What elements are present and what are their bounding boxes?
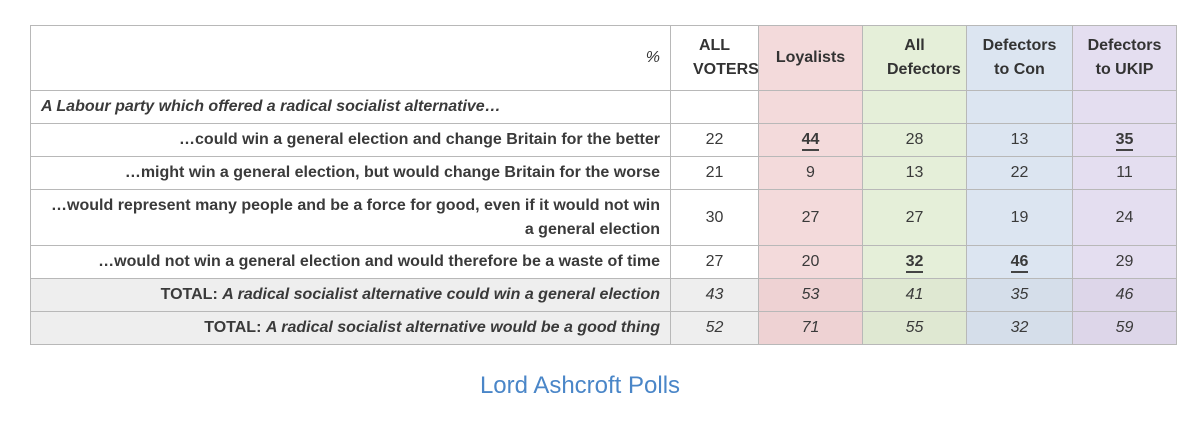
column-header-all-voters: ALL VOTERS [670,25,759,91]
cell-value: 32 [905,253,924,273]
total-text: A radical socialist alternative could wi… [222,286,660,303]
total-cell: 35 [966,278,1073,312]
cell-value: 13 [1010,131,1029,148]
cell-value: 29 [1115,253,1134,270]
cell-value: 71 [801,319,820,336]
data-cell: 22 [670,123,759,157]
cell-value: 35 [1115,131,1134,151]
data-cell: 13 [862,156,967,190]
source-credit: Lord Ashcroft Polls [479,372,681,399]
poll-table: % ALL VOTERS Loyalists All Defectors Def… [30,25,1177,345]
cell-value: 24 [1115,208,1134,226]
total-prefix: TOTAL: [204,319,262,336]
row-label: …would not win a general election and wo… [30,245,671,279]
intro-label: A Labour party which offered a radical s… [30,90,671,124]
cell-value: 52 [705,319,724,336]
cell-value: 21 [705,164,724,181]
cell-value: 27 [801,208,820,226]
cell-value: 22 [705,131,724,148]
data-cell: 32 [862,245,967,279]
total-label: TOTAL: A radical socialist alternative c… [30,278,671,312]
cell-value: 27 [905,208,924,226]
header-row: % ALL VOTERS Loyalists All Defectors Def… [30,25,1177,91]
data-cell: 46 [966,245,1073,279]
row-label: …might win a general election, but would… [30,156,671,190]
cell-value: 19 [1010,208,1029,226]
cell-value: 11 [1116,164,1133,181]
data-cell: 20 [758,245,863,279]
data-cell: 27 [670,245,759,279]
cell-value: 53 [801,286,820,303]
intro-row: A Labour party which offered a radical s… [30,90,1177,124]
data-cell: 21 [670,156,759,190]
table-row: …could win a general election and change… [30,123,1177,157]
column-header-defectors-to-ukip: Defectors to UKIP [1072,25,1177,91]
cell-value: 22 [1010,164,1029,181]
cell-value: 59 [1115,319,1134,336]
data-cell: 30 [670,189,759,246]
cell-value: 13 [905,164,924,181]
data-cell: 27 [758,189,863,246]
column-header-defectors-to-con: Defectors to Con [966,25,1073,91]
total-cell: 55 [862,311,967,345]
total-cell: 59 [1072,311,1177,345]
cell-value: 9 [806,164,815,181]
cell-value: 20 [801,253,820,270]
intro-cell [1072,90,1177,124]
cell-value: 43 [705,286,724,303]
cell-value: 44 [801,131,820,151]
cell-value: 27 [705,253,724,270]
total-label: TOTAL: A radical socialist alternative w… [30,311,671,345]
data-cell: 24 [1072,189,1177,246]
unit-label: % [30,25,671,91]
data-cell: 29 [1072,245,1177,279]
total-cell: 32 [966,311,1073,345]
cell-value: 28 [905,131,924,148]
cell-value: 35 [1010,286,1029,303]
row-label: …would represent many people and be a fo… [30,189,671,246]
intro-cell [862,90,967,124]
total-row: TOTAL: A radical socialist alternative c… [30,278,1177,312]
table-row: …might win a general election, but would… [30,156,1177,190]
total-row: TOTAL: A radical socialist alternative w… [30,311,1177,345]
column-header-loyalists: Loyalists [758,25,863,91]
cell-value: 55 [905,319,924,336]
cell-value: 32 [1010,319,1029,336]
data-cell: 28 [862,123,967,157]
table-row: …would represent many people and be a fo… [30,189,1177,246]
data-cell: 27 [862,189,967,246]
intro-cell [758,90,863,124]
data-cell: 13 [966,123,1073,157]
total-cell: 46 [1072,278,1177,312]
total-prefix: TOTAL: [160,286,218,303]
total-cell: 43 [670,278,759,312]
total-text: A radical socialist alternative would be… [265,319,660,336]
table-row: …would not win a general election and wo… [30,245,1177,279]
data-cell: 22 [966,156,1073,190]
intro-cell [966,90,1073,124]
cell-value: 30 [705,208,724,226]
cell-value: 41 [905,286,924,303]
data-cell: 9 [758,156,863,190]
total-cell: 52 [670,311,759,345]
total-cell: 71 [758,311,863,345]
data-cell: 11 [1072,156,1177,190]
column-header-all-defectors: All Defectors [862,25,967,91]
data-cell: 19 [966,189,1073,246]
intro-cell [670,90,759,124]
cell-value: 46 [1010,253,1029,273]
total-cell: 53 [758,278,863,312]
row-label: …could win a general election and change… [30,123,671,157]
cell-value: 46 [1115,286,1134,303]
total-cell: 41 [862,278,967,312]
data-cell: 35 [1072,123,1177,157]
data-cell: 44 [758,123,863,157]
